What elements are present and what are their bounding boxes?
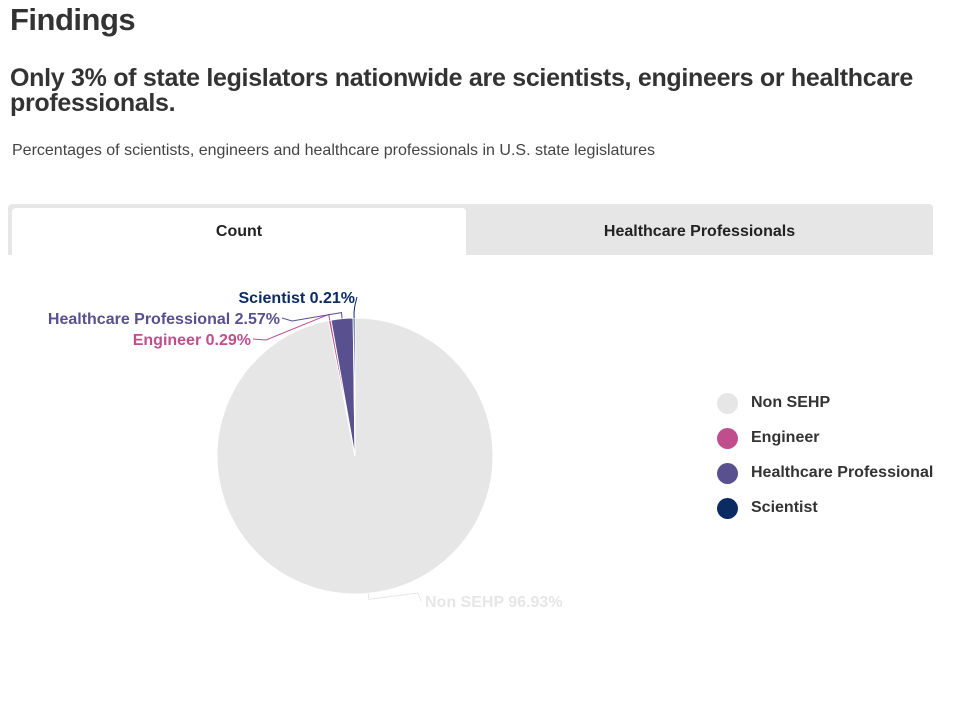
legend-marker [717, 428, 738, 449]
connector-engineer [252, 313, 331, 341]
legend-marker [717, 393, 738, 414]
data-label-scientist: Scientist 0.21% [239, 290, 356, 307]
page-heading: Findings [10, 2, 136, 37]
page-subheading: Only 3% of state legislators nationwide … [10, 64, 913, 117]
connector-healthcare-professional [281, 312, 343, 322]
pie-chart: Non SEHP 96.93% Engineer 0.29% Healthcare … [48, 290, 563, 611]
data-label-non-sehp: Non SEHP 96.93% [425, 594, 563, 611]
connector-scientist [353, 296, 358, 319]
chart-description: Percentages of scientists, engineers and… [12, 142, 656, 159]
connector-non-sehp [367, 592, 422, 602]
chart-tabs: Count Healthcare Professionals [8, 204, 933, 255]
legend-label: Scientist [751, 499, 818, 516]
data-label-engineer: Engineer 0.29% [133, 332, 251, 349]
legend-label: Engineer [751, 429, 820, 446]
legend-label: Healthcare Professional [751, 464, 934, 481]
tab-count[interactable]: Count [12, 208, 466, 255]
legend-label: Non SEHP [751, 394, 831, 411]
legend-marker [717, 463, 738, 484]
data-label-healthcare-professional: Healthcare Professional 2.57% [48, 311, 280, 328]
tab-healthcare-professionals[interactable]: Healthcare Professionals [603, 223, 796, 240]
legend-marker [717, 498, 738, 519]
